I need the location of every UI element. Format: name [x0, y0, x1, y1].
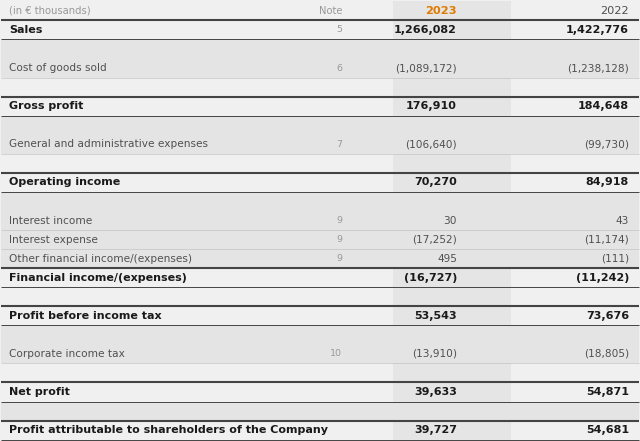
- Text: Profit attributable to shareholders of the Company: Profit attributable to shareholders of t…: [9, 425, 328, 435]
- Text: 7: 7: [336, 140, 342, 149]
- Text: 1,422,776: 1,422,776: [566, 25, 629, 35]
- Text: 54,681: 54,681: [586, 425, 629, 435]
- Text: 53,543: 53,543: [414, 311, 457, 321]
- Text: 6: 6: [336, 64, 342, 73]
- Text: (1,089,172): (1,089,172): [396, 63, 457, 73]
- Text: 176,910: 176,910: [406, 101, 457, 111]
- Bar: [1, 401, 639, 421]
- Text: 2023: 2023: [426, 6, 457, 16]
- Text: 84,918: 84,918: [586, 177, 629, 187]
- Text: General and administrative expenses: General and administrative expenses: [9, 139, 208, 149]
- Text: Interest income: Interest income: [9, 216, 92, 225]
- Text: Note: Note: [319, 6, 342, 16]
- Text: (11,174): (11,174): [584, 235, 629, 245]
- Text: 30: 30: [444, 216, 457, 225]
- Bar: [1, 344, 639, 363]
- Text: 39,727: 39,727: [414, 425, 457, 435]
- Bar: [1, 135, 639, 154]
- Text: 5: 5: [336, 26, 342, 34]
- Text: (16,727): (16,727): [404, 273, 457, 283]
- Text: Interest expense: Interest expense: [9, 235, 98, 245]
- Text: Financial income/(expenses): Financial income/(expenses): [9, 273, 187, 283]
- Text: (106,640): (106,640): [405, 139, 457, 149]
- Text: 9: 9: [336, 216, 342, 225]
- Bar: [1, 40, 639, 59]
- Text: Cost of goods sold: Cost of goods sold: [9, 63, 107, 73]
- Text: Net profit: Net profit: [9, 387, 70, 397]
- Text: (11,242): (11,242): [575, 273, 629, 283]
- Text: (17,252): (17,252): [412, 235, 457, 245]
- Text: Profit before income tax: Profit before income tax: [9, 311, 162, 321]
- Text: 43: 43: [616, 216, 629, 225]
- Bar: [1, 192, 639, 211]
- Text: Gross profit: Gross profit: [9, 101, 83, 111]
- Text: 495: 495: [437, 254, 457, 264]
- Text: 54,871: 54,871: [586, 387, 629, 397]
- Text: (in € thousands): (in € thousands): [9, 6, 91, 16]
- Text: Sales: Sales: [9, 25, 42, 35]
- Text: 1,266,082: 1,266,082: [394, 25, 457, 35]
- Bar: [1, 230, 639, 249]
- Bar: [1, 325, 639, 344]
- Text: 73,676: 73,676: [586, 311, 629, 321]
- Text: 39,633: 39,633: [414, 387, 457, 397]
- Text: 9: 9: [336, 254, 342, 263]
- Text: Operating income: Operating income: [9, 177, 120, 187]
- Text: 2022: 2022: [600, 6, 629, 16]
- Bar: [394, 1, 511, 440]
- Text: (99,730): (99,730): [584, 139, 629, 149]
- Text: Corporate income tax: Corporate income tax: [9, 349, 125, 359]
- Bar: [1, 211, 639, 230]
- Text: (18,805): (18,805): [584, 349, 629, 359]
- Bar: [1, 116, 639, 135]
- Text: (111): (111): [601, 254, 629, 264]
- Text: 9: 9: [336, 235, 342, 244]
- Text: 70,270: 70,270: [414, 177, 457, 187]
- Text: 184,648: 184,648: [578, 101, 629, 111]
- Bar: [1, 249, 639, 268]
- Text: (13,910): (13,910): [412, 349, 457, 359]
- Bar: [1, 59, 639, 78]
- Text: Other financial income/(expenses): Other financial income/(expenses): [9, 254, 192, 264]
- Text: 10: 10: [330, 349, 342, 359]
- Text: (1,238,128): (1,238,128): [567, 63, 629, 73]
